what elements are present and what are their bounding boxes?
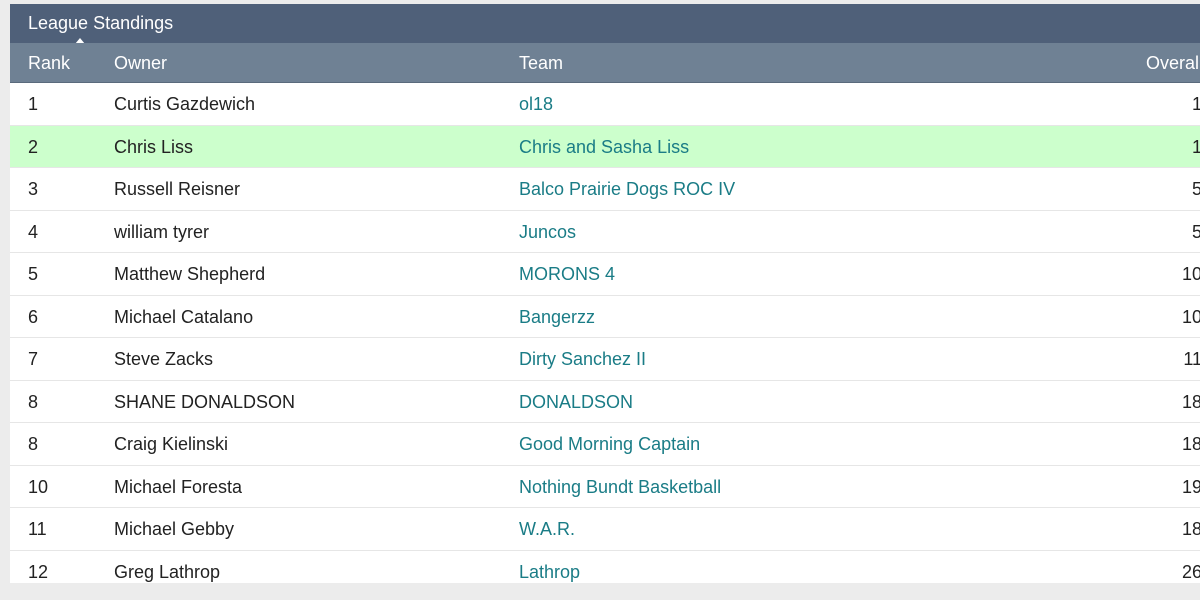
team-cell: Bangerzz	[519, 296, 595, 338]
rank-cell: 8	[28, 391, 39, 412]
table-row: 6 Michael Catalano Bangerzz 10	[10, 295, 1200, 338]
column-header-owner[interactable]: Owner	[114, 53, 168, 73]
overall-rank-cell: 18	[1181, 391, 1200, 412]
team-link[interactable]: MORONS 4	[519, 264, 616, 284]
team-link[interactable]: Nothing Bundt Basketball	[519, 476, 722, 497]
owner-cell: Craig Kielinski	[114, 434, 229, 454]
team-link[interactable]: Balco Prairie Dogs ROC IV	[519, 179, 736, 199]
league-standings-panel: League Standings Rank Owner Team Overall…	[10, 4, 1200, 583]
team-link[interactable]: Chris and Sasha Liss	[519, 136, 690, 157]
rank-cell: 6	[28, 306, 39, 327]
team-cell: Nothing Bundt Basketball	[519, 466, 721, 508]
rank-cell: 3	[28, 179, 39, 199]
team-cell: Chris and Sasha Liss	[519, 126, 689, 168]
owner-cell: Greg Lathrop	[114, 561, 221, 582]
overall-rank-cell: 19	[1181, 476, 1200, 497]
rank-cell: 1	[28, 94, 39, 114]
team-cell: ol18	[519, 83, 553, 125]
rank-cell: 7	[28, 349, 39, 369]
owner-cell: Curtis Gazdewich	[114, 94, 256, 114]
rank-cell: 11	[28, 519, 47, 539]
table-row: 10 Michael Foresta Nothing Bundt Basketbal…	[10, 465, 1200, 508]
table-row: 11 Michael Gebby W.A.R. 18	[10, 508, 1200, 551]
overall-rank-cell: 26	[1181, 561, 1200, 582]
overall-rank-cell: 18	[1181, 519, 1200, 539]
table-row: 2 Chris Liss Chris and Sasha Liss 1	[10, 125, 1200, 168]
owner-cell: Russell Reisner	[114, 179, 241, 199]
team-cell: DONALDSON	[519, 381, 633, 423]
owner-cell: Michael Foresta	[114, 476, 243, 497]
column-header-team[interactable]: Team	[519, 53, 564, 73]
team-link[interactable]: ol18	[519, 94, 554, 114]
owner-cell: Matthew Shepherd	[114, 264, 266, 284]
rank-cell: 8	[28, 434, 39, 454]
table-row: 1 Curtis Gazdewich ol18 1	[10, 83, 1200, 126]
team-link[interactable]: Lathrop	[519, 561, 581, 582]
table-row: 4 william tyrer Juncos 5	[10, 210, 1200, 253]
caret-up-icon	[75, 38, 85, 44]
owner-cell: Michael Gebby	[114, 519, 235, 539]
overall-rank-cell: 1	[1191, 136, 1200, 157]
team-link[interactable]: Dirty Sanchez II	[519, 349, 647, 369]
overall-rank-cell: 1	[1191, 94, 1200, 114]
table-row: 8 SHANE DONALDSON DONALDSON 18	[10, 380, 1200, 423]
rank-cell: 2	[28, 136, 39, 157]
team-link[interactable]: W.A.R.	[519, 519, 576, 539]
owner-cell: Steve Zacks	[114, 349, 214, 369]
owner-cell: william tyrer	[114, 221, 210, 242]
column-header-overall-rank[interactable]: Overall Rank	[1145, 53, 1200, 73]
team-link[interactable]: DONALDSON	[519, 391, 634, 412]
team-cell: Good Morning Captain	[519, 423, 700, 465]
table-row: 5 Matthew Shepherd MORONS 4 10	[10, 253, 1200, 296]
table-header: Rank Owner Team Overall Rank	[10, 43, 1200, 83]
team-link[interactable]: Bangerzz	[519, 306, 596, 327]
column-header-rank[interactable]: Rank	[28, 53, 71, 73]
overall-rank-cell: 10	[1181, 306, 1200, 327]
owner-cell: Chris Liss	[114, 136, 194, 157]
overall-rank-cell: 18	[1181, 434, 1200, 454]
team-link[interactable]: Good Morning Captain	[519, 434, 701, 454]
panel-title: League Standings	[28, 13, 174, 33]
rank-cell: 10	[28, 476, 49, 497]
team-cell: Dirty Sanchez II	[519, 338, 646, 380]
team-link[interactable]: Juncos	[519, 221, 577, 242]
overall-rank-cell: 11	[1183, 349, 1200, 369]
rank-cell: 4	[28, 221, 39, 242]
overall-rank-cell: 10	[1181, 264, 1200, 284]
rank-cell: 12	[28, 561, 49, 582]
owner-cell: Michael Catalano	[114, 306, 254, 327]
team-cell: Lathrop	[519, 551, 580, 584]
table-row: 7 Steve Zacks Dirty Sanchez II 11	[10, 338, 1200, 381]
standings-table-body: 1 Curtis Gazdewich ol18 1 2 Chris Liss Chris a…	[10, 83, 1200, 583]
rank-cell: 5	[28, 264, 39, 284]
team-cell: MORONS 4	[519, 253, 615, 295]
overall-rank-cell: 5	[1191, 179, 1200, 199]
table-row: 12 Greg Lathrop Lathrop 26	[10, 550, 1200, 584]
overall-rank-cell: 5	[1191, 221, 1200, 242]
table-row: 8 Craig Kielinski Good Morning Captain 18	[10, 423, 1200, 466]
team-cell: Juncos	[519, 211, 576, 253]
team-cell: W.A.R.	[519, 508, 575, 550]
table-row: 3 Russell Reisner Balco Prairie Dogs ROC I…	[10, 168, 1200, 211]
panel-title-bar: League Standings	[10, 4, 1200, 44]
team-cell: Balco Prairie Dogs ROC IV	[519, 168, 735, 210]
owner-cell: SHANE DONALDSON	[114, 391, 296, 412]
